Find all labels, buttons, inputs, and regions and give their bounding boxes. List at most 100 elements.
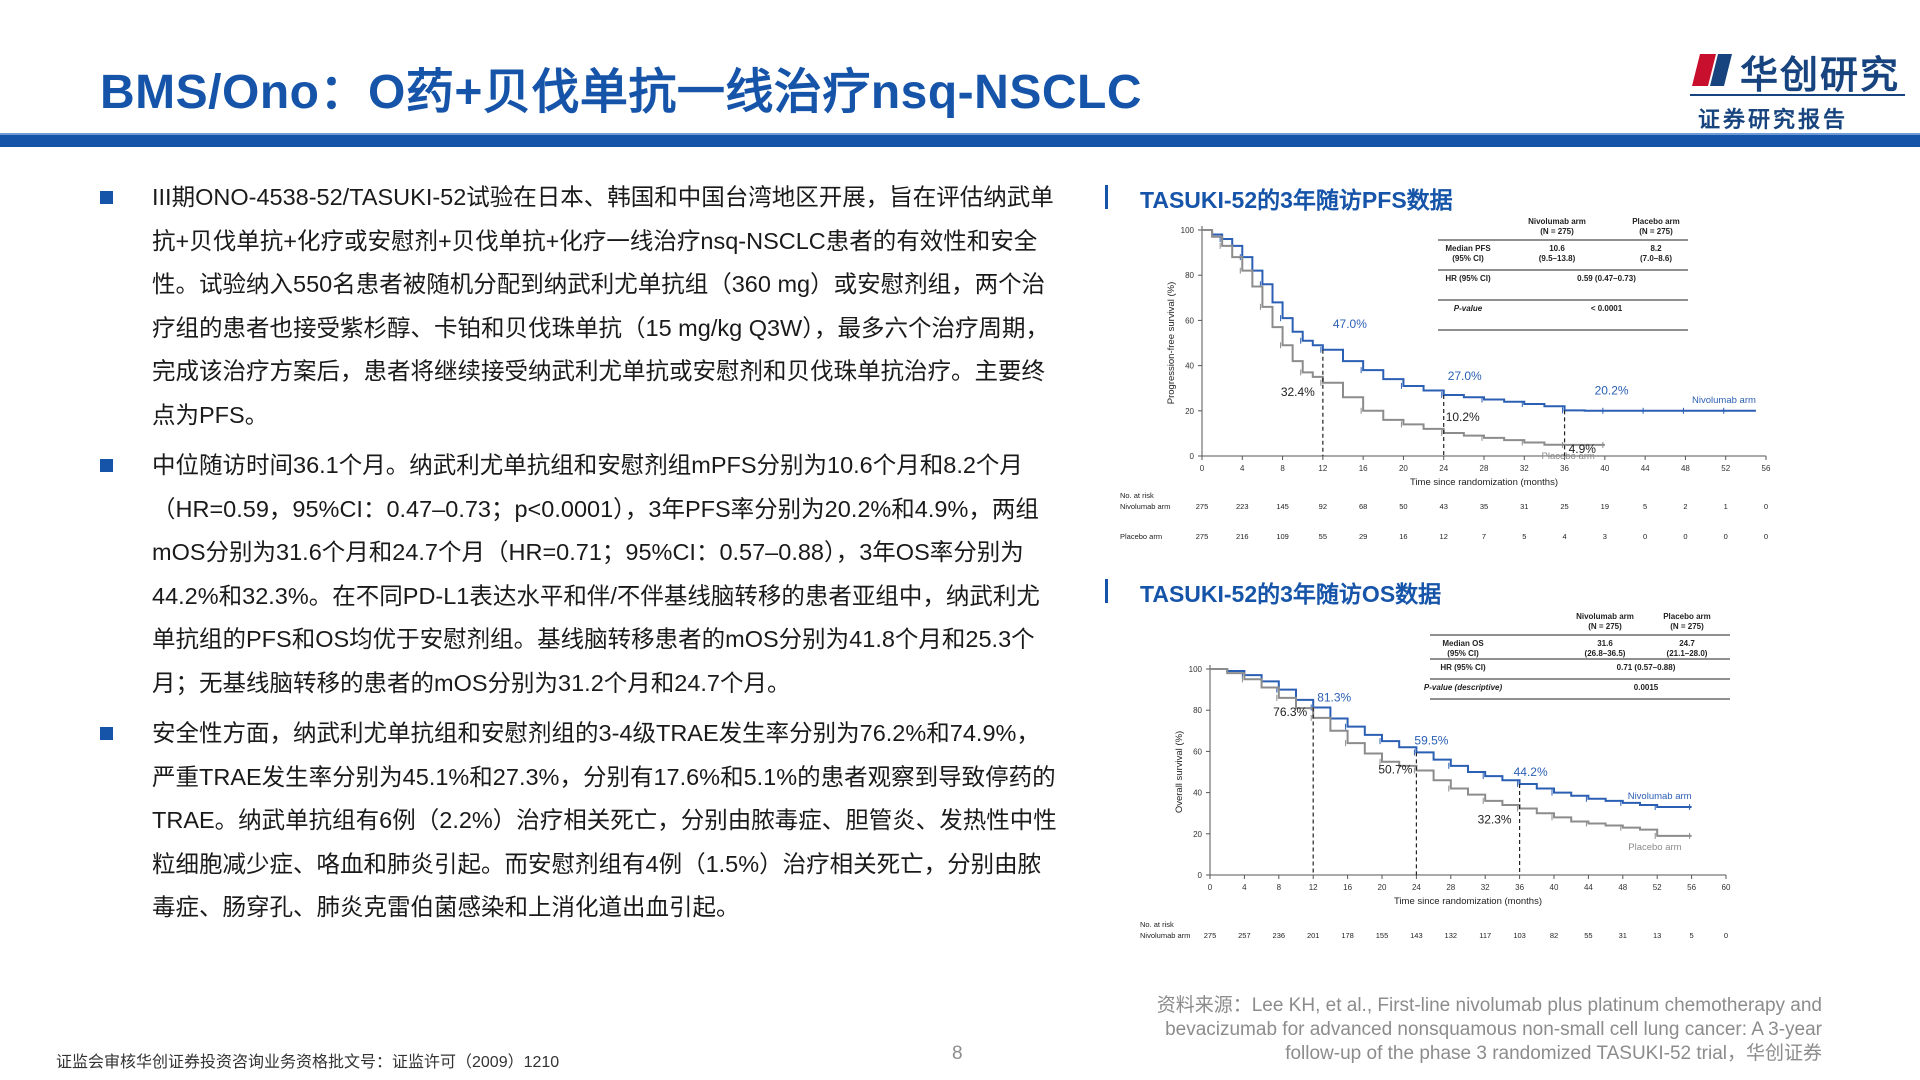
x-tick-label: 28 (1480, 464, 1489, 473)
logo-name: 华创研究 (1740, 55, 1901, 97)
logo-mark-icon (1692, 54, 1732, 86)
x-tick-label: 28 (1446, 883, 1455, 892)
x-tick-label: 36 (1560, 464, 1569, 473)
at-risk-heading: No. at risk (1120, 491, 1154, 500)
table-nivolumab-value: (9.5–13.8) (1539, 254, 1576, 263)
table-row-label: HR (95% CI) (1440, 663, 1486, 672)
y-tick-label: 80 (1193, 706, 1202, 715)
x-tick-label: 48 (1681, 464, 1690, 473)
at-risk-value: 1 (1724, 502, 1728, 511)
os-panel-marker (1105, 579, 1108, 603)
x-tick-label: 36 (1515, 883, 1524, 892)
x-tick-label: 44 (1641, 464, 1650, 473)
table-header-placebo-n: (N = 275) (1670, 622, 1704, 631)
table-header-placebo: Placebo arm (1632, 217, 1680, 226)
placebo-landmark-label: 76.3% (1273, 705, 1307, 719)
at-risk-value: 117 (1479, 931, 1491, 940)
at-risk-value: 50 (1399, 502, 1407, 511)
bullet-list: III期ONO-4538-52/TASUKI-52试验在日本、韩国和中国台湾地区… (100, 176, 1060, 937)
y-tick-label: 100 (1181, 226, 1195, 235)
y-tick-label: 60 (1193, 747, 1202, 756)
at-risk-value: 275 (1196, 532, 1209, 540)
nivolumab-landmark-label: 59.5% (1414, 733, 1448, 747)
x-tick-label: 0 (1208, 883, 1213, 892)
nivolumab-series-label: Nivolumab arm (1628, 791, 1692, 802)
bullet-item: III期ONO-4538-52/TASUKI-52试验在日本、韩国和中国台湾地区… (100, 176, 1060, 437)
at-risk-value: 92 (1319, 502, 1327, 511)
page-title: BMS/Ono：O药+贝伐单抗一线治疗nsq-NSCLC (100, 66, 1142, 119)
at-risk-value: 5 (1643, 502, 1647, 511)
at-risk-value: 0 (1724, 931, 1728, 940)
nivolumab-series-label: Nivolumab arm (1692, 395, 1756, 406)
x-tick-label: 8 (1280, 464, 1285, 473)
x-tick-label: 4 (1240, 464, 1245, 473)
at-risk-value: 178 (1341, 931, 1354, 940)
table-row-label: (95% CI) (1452, 254, 1484, 263)
x-tick-label: 56 (1687, 883, 1696, 892)
placebo-series-label: Placebo arm (1542, 451, 1595, 462)
at-risk-value: 68 (1359, 502, 1367, 511)
nivolumab-landmark-label: 27.0% (1448, 369, 1482, 383)
at-risk-value: 145 (1276, 502, 1289, 511)
bullet-square-icon (100, 191, 113, 204)
at-risk-value: 55 (1584, 931, 1592, 940)
logo-subtitle: 证券研究报告 (1698, 107, 1849, 133)
at-risk-value: 2 (1683, 502, 1687, 511)
table-row-label: HR (95% CI) (1445, 274, 1491, 283)
at-risk-value: 12 (1440, 532, 1448, 540)
x-tick-label: 24 (1412, 883, 1421, 892)
x-tick-label: 52 (1653, 883, 1662, 892)
at-risk-value: 0 (1764, 532, 1768, 540)
bullet-item: 中位随访时间36.1个月。纳武利尤单抗组和安慰剂组mPFS分别为10.6个月和8… (100, 444, 1060, 705)
y-tick-label: 80 (1185, 271, 1194, 280)
table-merged-value: < 0.0001 (1591, 304, 1623, 313)
at-risk-value: 16 (1399, 532, 1407, 540)
at-risk-value: 3 (1603, 532, 1607, 540)
table-nivolumab-value: 10.6 (1549, 244, 1565, 253)
header-bar-highlight (0, 133, 1920, 135)
bullet-text: III期ONO-4538-52/TASUKI-52试验在日本、韩国和中国台湾地区… (152, 184, 1054, 428)
placebo-landmark-label: 10.2% (1446, 410, 1480, 424)
y-axis-label: Progression-free survival (%) (1166, 282, 1177, 404)
x-tick-label: 32 (1520, 464, 1529, 473)
x-axis-label: Time since randomization (months) (1394, 896, 1542, 907)
summary-table: Nivolumab arm(N = 275)Placebo arm(N = 27… (1438, 217, 1688, 331)
table-row-label: P-value (descriptive) (1424, 683, 1503, 692)
at-risk-value: 0 (1724, 532, 1728, 540)
bullet-text: 安全性方面，纳武利尤单抗组和安慰剂组的3-4级TRAE发生率分别为76.2%和7… (152, 720, 1057, 920)
x-tick-label: 44 (1584, 883, 1593, 892)
at-risk-value: 0 (1643, 532, 1647, 540)
y-tick-label: 40 (1193, 789, 1202, 798)
nivolumab-landmark-label: 47.0% (1333, 317, 1367, 331)
x-tick-label: 16 (1359, 464, 1368, 473)
at-risk-value: 275 (1204, 931, 1217, 940)
table-nivolumab-value: 31.6 (1597, 639, 1613, 648)
table-header-nivolumab: Nivolumab arm (1528, 217, 1586, 226)
y-tick-label: 20 (1185, 407, 1194, 416)
placebo-curve (1202, 229, 1605, 446)
nivolumab-landmark-label: 20.2% (1595, 383, 1629, 397)
pfs-panel-title: TASUKI-52的3年随访PFS数据 (1140, 187, 1453, 213)
placebo-landmark-label: 4.9% (1569, 442, 1597, 456)
bullet-item: 安全性方面，纳武利尤单抗组和安慰剂组的3-4级TRAE发生率分别为76.2%和7… (100, 712, 1060, 930)
y-tick-label: 20 (1193, 830, 1202, 839)
y-tick-label: 40 (1185, 362, 1194, 371)
x-tick-label: 32 (1481, 883, 1490, 892)
at-risk-heading: No. at risk (1140, 920, 1174, 929)
at-risk-row-label: Nivolumab arm (1140, 931, 1190, 940)
placebo-series-label: Placebo arm (1628, 842, 1681, 853)
nivolumab-curve (1210, 668, 1692, 809)
at-risk-value: 201 (1307, 931, 1320, 940)
table-merged-value: 0.0015 (1634, 683, 1659, 692)
x-tick-label: 4 (1242, 883, 1247, 892)
table-placebo-value: 24.7 (1679, 639, 1695, 648)
table-header-nivolumab: Nivolumab arm (1576, 612, 1634, 621)
at-risk-value: 155 (1376, 931, 1389, 940)
table-merged-value: 0.59 (0.47–0.73) (1577, 274, 1636, 283)
bullet-square-icon (100, 459, 113, 472)
table-nivolumab-value: (26.8–36.5) (1585, 649, 1626, 658)
table-row-label: Median PFS (1445, 244, 1491, 253)
at-risk-value: 5 (1522, 532, 1526, 540)
table-row-label: P-value (1454, 304, 1483, 313)
